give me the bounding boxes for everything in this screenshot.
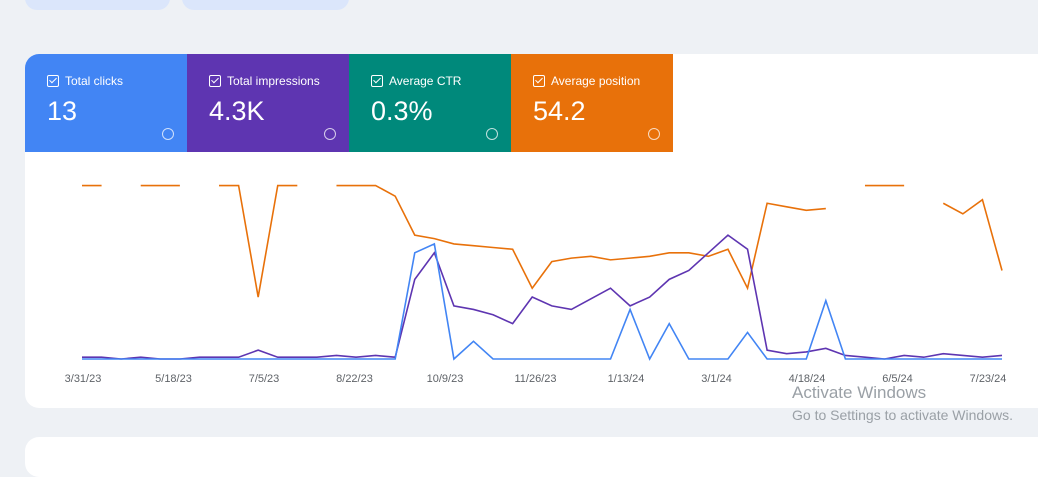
checkbox[interactable] [371,75,383,87]
x-tick-label: 11/26/23 [514,373,556,385]
metric-label: Total clicks [65,74,124,88]
metric-value: 13 [47,96,78,126]
metric-value: 4.3K [209,96,265,126]
series-line [219,184,298,298]
checkbox[interactable] [533,75,545,87]
watermark-title: Activate Windows [792,383,927,402]
x-tick-label: 3/1/24 [701,373,732,385]
chart: 3/31/23 5/18/23 7/5/23 8/22/23 10/9/23 11/26/… [65,184,1007,385]
x-tick-label: 8/22/23 [336,373,373,385]
x-tick-label: 1/13/24 [608,373,645,385]
help-icon[interactable] [648,128,660,140]
help-icon[interactable] [162,128,174,140]
series-line [942,198,1003,271]
x-tick-label: 10/9/23 [427,373,464,385]
metric-value: 54.2 [533,96,586,126]
x-tick-label: 4/18/24 [789,373,826,385]
x-tick-label: 3/31/23 [65,373,102,385]
help-icon[interactable] [486,128,498,140]
watermark-subtitle: Go to Settings to activate Windows. [792,407,1013,423]
metric-label: Average position [551,74,641,88]
metric-tile[interactable]: Total impressions 4.3K [187,54,349,152]
page: {"metrics": [ {"label": "Total clicks", … [0,0,1038,456]
x-tick-label: 5/18/23 [155,373,192,385]
metric-label: Total impressions [227,74,320,88]
metric-tile[interactable]: Average CTR 0.3% [349,54,511,152]
filter-pill[interactable] [25,0,170,10]
filter-pill[interactable] [182,0,349,10]
metric-tile[interactable]: Average position 54.2 [511,54,673,152]
series-line [82,242,1002,361]
x-tick-label: 7/5/23 [249,373,280,385]
table-card [25,437,1038,477]
metric-label: Average CTR [389,74,462,88]
help-icon[interactable] [324,128,336,140]
metric-value: 0.3% [371,96,433,126]
metric-tile[interactable]: Total clicks 13 [25,54,187,152]
checkbox[interactable] [47,75,59,87]
x-tick-label: 7/23/24 [970,373,1007,385]
checkbox[interactable] [209,75,221,87]
series-line [336,184,826,291]
performance-card: Total clicks 13 Total impressions 4.3K Avera… [25,54,1038,408]
x-tick-label: 6/5/24 [882,373,913,385]
series-line [82,234,1003,360]
